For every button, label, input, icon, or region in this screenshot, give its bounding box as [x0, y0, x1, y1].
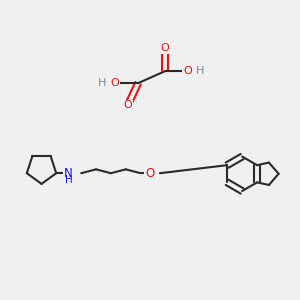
Text: H: H [65, 175, 73, 185]
Text: O: O [111, 78, 120, 88]
Text: N: N [64, 167, 73, 180]
Text: O: O [145, 167, 154, 180]
Text: O: O [123, 100, 132, 110]
Text: H: H [98, 78, 106, 88]
Text: H: H [196, 66, 205, 76]
Text: O: O [160, 43, 169, 53]
Text: O: O [145, 167, 154, 180]
Text: O: O [183, 66, 192, 76]
